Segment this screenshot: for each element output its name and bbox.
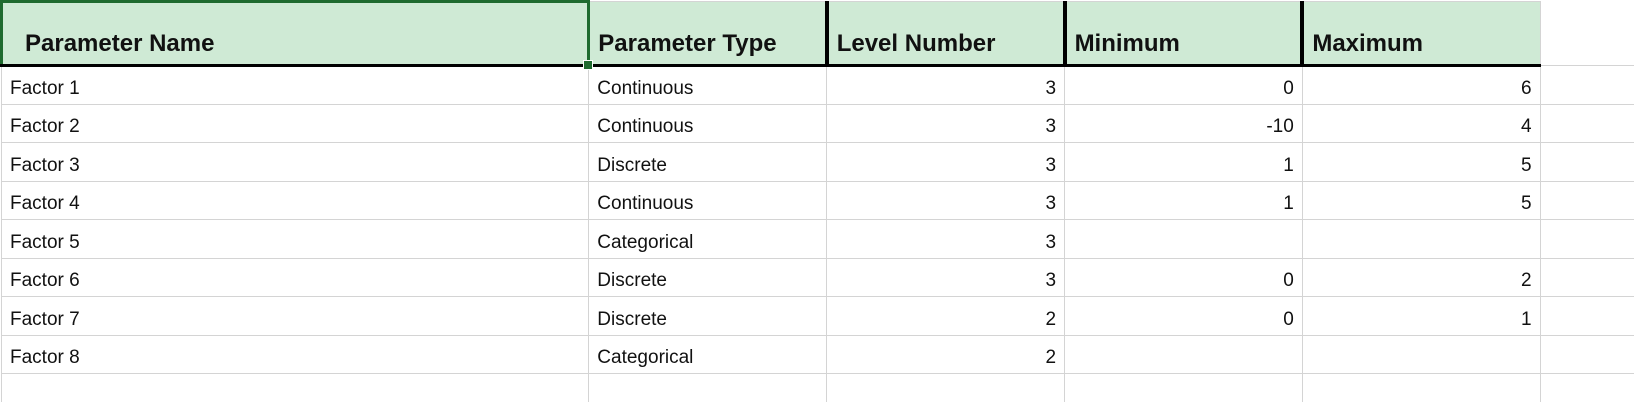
cell-parameter-name[interactable]: Factor 2 [0,103,590,143]
header-cell-maximum[interactable]: Maximum [1300,1,1541,67]
cell-maximum[interactable]: 4 [1301,103,1541,143]
table-row: Factor 6 Discrete 3 0 2 [0,257,1634,297]
cell-empty[interactable] [1539,296,1634,336]
table-row: Factor 3 Discrete 3 1 5 [0,142,1634,182]
cell-level-number[interactable]: 2 [826,296,1066,336]
cell-parameter-type[interactable]: Discrete [588,296,828,336]
header-cell-level-number[interactable]: Level Number [824,1,1066,67]
cell-parameter-type[interactable]: Continuous [588,180,828,220]
cell-empty[interactable] [1539,65,1634,105]
cell-empty[interactable] [1539,180,1634,220]
cell-parameter-name[interactable]: Factor 4 [0,180,590,220]
cell-minimum[interactable] [1064,219,1303,259]
cell-level-number[interactable]: 3 [826,65,1066,105]
cell-minimum[interactable]: 0 [1064,296,1303,336]
cell-parameter-name[interactable]: Factor 1 [0,65,590,105]
cell-parameter-name[interactable]: Factor 7 [0,296,590,336]
cell-empty[interactable] [0,373,590,402]
cell-level-number[interactable]: 3 [826,180,1066,220]
cell-parameter-type[interactable]: Discrete [588,257,828,297]
selection-fill-handle[interactable] [583,60,593,70]
cell-parameter-name[interactable]: Factor 6 [0,257,590,297]
cell-parameter-type[interactable]: Discrete [588,142,828,182]
cell-level-number[interactable]: 3 [826,142,1066,182]
cell-empty[interactable] [588,373,828,402]
cell-minimum[interactable]: -10 [1064,103,1303,143]
cell-empty[interactable] [1301,373,1541,402]
cell-level-number[interactable]: 3 [826,219,1066,259]
table-row: Factor 8 Categorical 2 [0,334,1634,374]
cell-maximum[interactable] [1301,219,1541,259]
cell-parameter-type[interactable]: Continuous [588,103,828,143]
table-row-empty [0,373,1634,402]
cell-minimum[interactable] [1064,334,1303,374]
table-row: Factor 2 Continuous 3 -10 4 [0,103,1634,143]
cell-parameter-type[interactable]: Categorical [588,219,828,259]
cell-maximum[interactable]: 5 [1301,180,1541,220]
cell-empty[interactable] [1539,103,1634,143]
cell-empty[interactable] [1539,142,1634,182]
header-row: Parameter Name Parameter Type Level Numb… [0,0,1634,67]
cell-empty[interactable] [1539,334,1634,374]
cell-empty[interactable] [1539,257,1634,297]
cell-empty[interactable] [1539,373,1634,402]
cell-minimum[interactable]: 1 [1064,142,1303,182]
table-row: Factor 5 Categorical 3 [0,219,1634,259]
cell-level-number[interactable]: 3 [826,257,1066,297]
table-row: Factor 4 Continuous 3 1 5 [0,180,1634,220]
cell-maximum[interactable] [1301,334,1541,374]
cell-parameter-name[interactable]: Factor 3 [0,142,590,182]
cell-parameter-name[interactable]: Factor 8 [0,334,590,374]
cell-parameter-type[interactable]: Continuous [588,65,828,105]
header-cell-parameter-name[interactable]: Parameter Name [0,0,591,67]
cell-empty[interactable] [826,373,1066,402]
cell-maximum[interactable]: 5 [1301,142,1541,182]
table-row: Factor 7 Discrete 2 0 1 [0,296,1634,336]
cell-minimum[interactable]: 0 [1064,65,1303,105]
cell-maximum[interactable]: 6 [1301,65,1541,105]
cell-empty[interactable] [1539,219,1634,259]
cell-empty[interactable] [1064,373,1303,402]
table-row: Factor 1 Continuous 3 0 6 [0,65,1634,105]
cell-level-number[interactable]: 2 [826,334,1066,374]
cell-maximum[interactable]: 1 [1301,296,1541,336]
cell-parameter-type[interactable]: Categorical [588,334,828,374]
header-cell-empty[interactable] [1539,1,1634,66]
cell-minimum[interactable]: 1 [1064,180,1303,220]
header-cell-minimum[interactable]: Minimum [1062,1,1303,67]
header-cell-parameter-type[interactable]: Parameter Type [588,1,828,67]
cell-parameter-name[interactable]: Factor 5 [0,219,590,259]
cell-maximum[interactable]: 2 [1301,257,1541,297]
cell-level-number[interactable]: 3 [826,103,1066,143]
cell-minimum[interactable]: 0 [1064,257,1303,297]
